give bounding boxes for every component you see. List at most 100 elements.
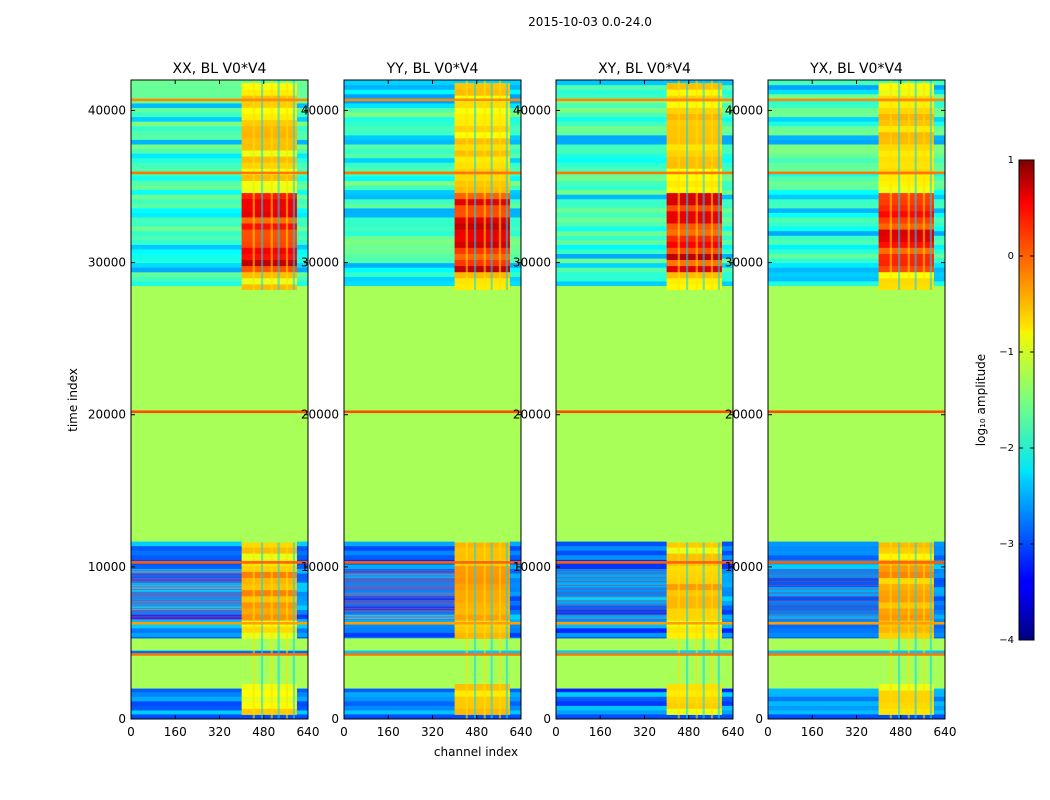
rfi-cell	[878, 277, 934, 285]
heatmap-row	[768, 130, 945, 136]
rfi-cell	[666, 113, 722, 121]
heatmap-band	[344, 613, 455, 615]
heatmap-row	[344, 153, 521, 159]
rfi-cell	[241, 589, 297, 597]
heatmap-row	[131, 207, 308, 213]
heatmap-row	[556, 189, 733, 195]
heatmap-band	[768, 573, 879, 575]
heatmap-row	[768, 258, 945, 264]
heatmap-row	[344, 650, 521, 656]
rfi-cell	[878, 690, 934, 697]
panel-title: XY, BL V0*V4	[598, 61, 691, 77]
heatmap-band	[344, 580, 455, 582]
heatmap-row	[768, 577, 945, 583]
rfi-cell	[454, 607, 510, 615]
rfi-cell	[878, 241, 934, 248]
heatmap-row	[768, 93, 945, 99]
y-tick-label: 40000	[725, 103, 763, 117]
heatmap-row	[556, 111, 733, 118]
heatmap-band	[768, 615, 879, 617]
heatmap-row	[556, 198, 733, 204]
heatmap-row	[556, 203, 733, 209]
rfi-cell	[454, 626, 510, 633]
heatmap-band	[344, 578, 455, 580]
rfi-cell	[454, 95, 510, 102]
heatmap-row	[344, 632, 521, 638]
heatmap-band	[556, 611, 667, 613]
y-tick-label: 10000	[725, 560, 763, 574]
y-tick-label: 0	[118, 712, 126, 726]
line-feature	[131, 410, 308, 414]
heatmap-band	[131, 594, 242, 596]
heatmap-row	[556, 89, 733, 95]
line-feature	[768, 98, 945, 102]
rfi-cell	[666, 553, 722, 560]
heatmap-row	[131, 700, 308, 706]
heatmap-row	[131, 577, 308, 583]
heatmap-row	[768, 125, 945, 131]
heatmap-row	[768, 134, 945, 140]
heatmap-band	[131, 586, 242, 588]
rfi-cell	[454, 131, 510, 139]
line-feature	[768, 410, 945, 414]
rfi-cell	[241, 702, 297, 709]
heatmap-row	[344, 540, 521, 547]
heatmap-row	[131, 262, 308, 268]
heatmap-row	[344, 582, 521, 588]
heatmap-row	[131, 121, 308, 127]
y-axis-label: time index	[66, 368, 80, 432]
heatmap-row	[768, 116, 945, 122]
rfi-cell	[878, 601, 934, 609]
heatmap-row	[131, 221, 308, 227]
heatmap-band	[556, 569, 667, 571]
rfi-cell	[454, 174, 510, 181]
heatmap-row	[768, 614, 945, 620]
heatmap-band	[768, 596, 879, 598]
rfi-cell	[878, 125, 934, 133]
rfi-cell	[666, 186, 722, 194]
heatmap-row	[768, 230, 945, 236]
heatmap-row	[131, 276, 308, 282]
rfi-cell	[454, 198, 510, 206]
heatmap-row	[344, 623, 521, 629]
heatmap-row	[556, 148, 733, 154]
heatmap-row	[556, 267, 733, 273]
rfi-cell	[666, 271, 722, 279]
x-tick-label: 480	[252, 725, 275, 739]
rfi-cell	[454, 583, 510, 591]
heatmap-row	[344, 102, 521, 108]
heatmap-row	[344, 709, 521, 716]
rfi-cell	[878, 204, 934, 212]
rfi-cell	[454, 107, 510, 114]
rfi-cell	[878, 253, 934, 261]
flagged-region	[131, 655, 308, 689]
line-feature	[556, 653, 733, 656]
heatmap-row	[344, 194, 521, 200]
heatmap-band	[131, 610, 242, 612]
heatmap-band	[131, 578, 242, 580]
heatmap-row	[768, 148, 945, 154]
rfi-cell	[454, 553, 510, 560]
heatmap-row	[344, 258, 521, 264]
heatmap-band	[768, 603, 879, 605]
flagged-region	[666, 289, 722, 543]
rfi-cell	[241, 614, 297, 621]
rfi-cell	[241, 198, 297, 206]
rfi-cell	[666, 696, 722, 703]
heatmap-row	[556, 157, 733, 163]
rfi-cell	[241, 283, 297, 291]
rfi-cell	[454, 247, 510, 254]
heatmap-row	[344, 239, 521, 245]
heatmap-row	[131, 166, 308, 172]
rfi-cell	[666, 204, 722, 212]
heatmap-row	[768, 563, 945, 569]
heatmap-row	[344, 226, 521, 232]
heatmap-row	[556, 276, 733, 282]
heatmap-band	[556, 581, 667, 583]
x-tick-label: 0	[127, 725, 135, 739]
panel: YY, BL V0*V4 0 160 320 480 640 0 10000 20000 3000…	[301, 61, 533, 739]
rfi-cell	[878, 553, 934, 560]
heatmap-band	[131, 575, 242, 577]
rfi-cell	[454, 708, 510, 715]
rfi-cell	[241, 216, 297, 224]
